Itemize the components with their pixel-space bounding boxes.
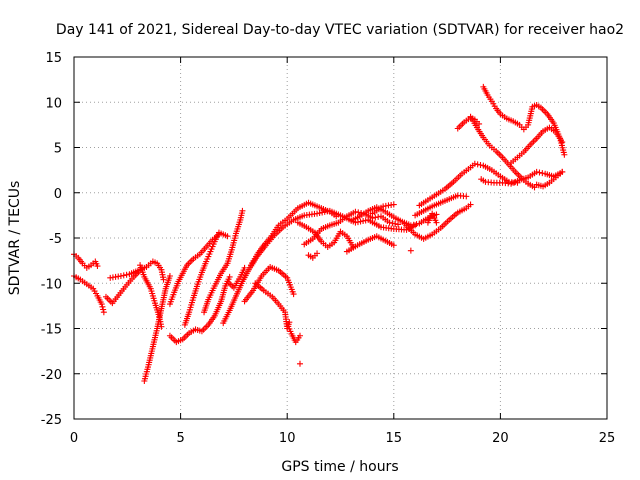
data-point <box>239 207 246 214</box>
series-track-10 <box>201 207 246 316</box>
track-fill-marker <box>477 161 484 168</box>
series-track-31 <box>480 83 568 158</box>
track-fill-marker <box>123 271 130 278</box>
data-point <box>559 139 566 146</box>
track-fill-marker <box>474 161 481 168</box>
data-point <box>390 201 397 208</box>
series-track-4 <box>107 258 167 283</box>
series-track-6 <box>141 273 173 384</box>
y-axis-label: SDTVAR / TECUs <box>7 181 23 296</box>
data-point <box>241 264 248 271</box>
data-point <box>160 276 167 283</box>
series-track-16 <box>284 320 303 346</box>
data-point <box>559 168 566 175</box>
data-point <box>476 120 483 127</box>
data-point <box>94 263 101 270</box>
series-track-7 <box>166 273 233 346</box>
data-point <box>407 247 414 254</box>
chart-title: Day 141 of 2021, Sidereal Day-to-day VTE… <box>56 22 624 38</box>
series-track-1 <box>71 251 101 271</box>
series-track-34 <box>533 168 566 190</box>
data-point <box>390 242 397 249</box>
data-point <box>467 201 474 208</box>
series-track-26 <box>412 192 470 219</box>
track-fill-marker <box>410 221 417 228</box>
data-point <box>296 332 303 339</box>
track-fill-marker <box>536 169 543 176</box>
y-tick-label: -25 <box>41 413 62 428</box>
series-track-2 <box>71 273 107 316</box>
x-tick-label: 10 <box>279 431 296 446</box>
data-point <box>296 360 303 367</box>
x-axis-label: GPS time / hours <box>281 459 398 475</box>
y-tick-label: -5 <box>49 232 62 247</box>
ticks-layer: 0 5 10 15 20 25 -25 -20 -15 -10 -5 0 5 10 15 <box>41 51 616 446</box>
track-fill-marker <box>392 220 399 227</box>
x-tick-label: 20 <box>492 431 509 446</box>
data-point <box>471 160 478 167</box>
data-point <box>290 291 297 298</box>
y-tick-label: -15 <box>41 323 62 338</box>
series-track-24 <box>401 201 474 242</box>
data-point <box>352 208 359 215</box>
track-fill-marker <box>100 306 107 313</box>
x-tick-label: 0 <box>70 431 78 446</box>
data-point <box>533 168 540 175</box>
data-point <box>314 250 321 257</box>
y-tick-label: 0 <box>54 187 62 202</box>
grid-layer <box>74 57 607 419</box>
series-track-33 <box>508 124 566 166</box>
track-fill-marker <box>99 303 106 310</box>
x-tick-label: 15 <box>386 431 403 446</box>
series-track-28 <box>424 210 440 226</box>
data-point <box>433 219 440 226</box>
track-fill-marker <box>355 209 362 216</box>
data-point <box>166 273 173 280</box>
series-track-32 <box>467 113 538 191</box>
data-point <box>386 219 393 226</box>
series-track-13 <box>247 199 340 269</box>
y-tick-label: 10 <box>45 96 62 111</box>
x-tick-label: 5 <box>176 431 184 446</box>
track-fill-marker <box>389 220 396 227</box>
track-fill-marker <box>413 221 420 228</box>
x-tick-label: 25 <box>599 431 616 446</box>
data-point <box>433 211 440 218</box>
data-point <box>100 309 107 316</box>
track-fill-marker <box>375 213 382 220</box>
series-track-17 <box>296 360 303 367</box>
series-track-20 <box>305 250 321 261</box>
series-track-11 <box>220 207 419 327</box>
data-point <box>226 273 233 280</box>
data-point <box>561 151 568 158</box>
series-track-9 <box>181 229 231 328</box>
data-point <box>463 193 470 200</box>
plot-frame <box>73 56 608 420</box>
series-track-3 <box>102 267 144 307</box>
y-tick-label: -10 <box>41 277 62 292</box>
series-track-12 <box>224 264 248 291</box>
y-tick-label: -20 <box>41 368 62 383</box>
track-fill-marker <box>539 170 546 177</box>
data-point <box>117 273 124 280</box>
series-track-21 <box>343 233 397 255</box>
track-fill-marker <box>372 214 379 221</box>
data-point <box>333 213 340 220</box>
y-tick-label: 15 <box>45 51 62 66</box>
y-tick-label: 5 <box>54 142 62 157</box>
series-track-23 <box>369 201 397 217</box>
data-markers-layer <box>71 83 568 384</box>
data-point <box>224 233 231 240</box>
series-track-25 <box>407 247 414 254</box>
track-fill-marker <box>120 272 127 279</box>
data-point <box>98 301 105 308</box>
